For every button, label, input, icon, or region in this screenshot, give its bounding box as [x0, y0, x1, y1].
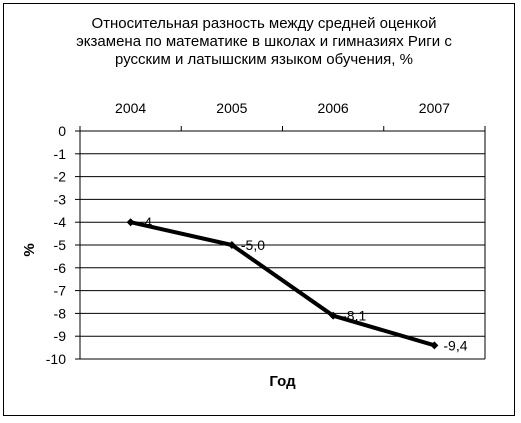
data-label: -9,4 [443, 337, 467, 353]
data-point [227, 241, 236, 249]
data-label: -5,0 [241, 237, 265, 253]
data-point [126, 218, 135, 227]
y-tick-label: -10 [46, 351, 66, 367]
data-label: -8,1 [342, 308, 366, 324]
x-tick-label: 2006 [318, 100, 349, 116]
x-axis-title: Год [269, 373, 296, 390]
x-tick-label: 2005 [216, 100, 247, 116]
chart-title-line: Относительная разность между средней оце… [91, 15, 437, 32]
x-tick-label: 2007 [419, 100, 450, 116]
chart-title-line: русским и латышским языком обучения, % [115, 51, 413, 68]
chart-frame: Относительная разность между средней оце… [3, 3, 515, 416]
y-tick-label: -6 [54, 260, 67, 276]
y-tick-label: -2 [54, 169, 67, 185]
chart-title: Относительная разность между средней оце… [44, 15, 484, 69]
y-tick-label: -5 [54, 237, 67, 253]
y-tick-label: 0 [58, 123, 66, 139]
x-tick-label: 2004 [115, 100, 146, 116]
y-tick-label: -1 [54, 146, 67, 162]
y-tick-label: -3 [54, 191, 67, 207]
chart-title-line: экзамена по математике в школах и гимназ… [76, 33, 452, 50]
y-axis-title: % [21, 243, 38, 256]
y-tick-label: -9 [54, 328, 67, 344]
data-point [329, 311, 338, 320]
y-tick-label: -7 [54, 283, 67, 299]
data-label: -4 [140, 214, 153, 230]
y-tick-label: -8 [54, 305, 67, 321]
data-point [430, 341, 439, 350]
y-tick-label: -4 [54, 214, 67, 230]
series-line [128, 220, 437, 348]
